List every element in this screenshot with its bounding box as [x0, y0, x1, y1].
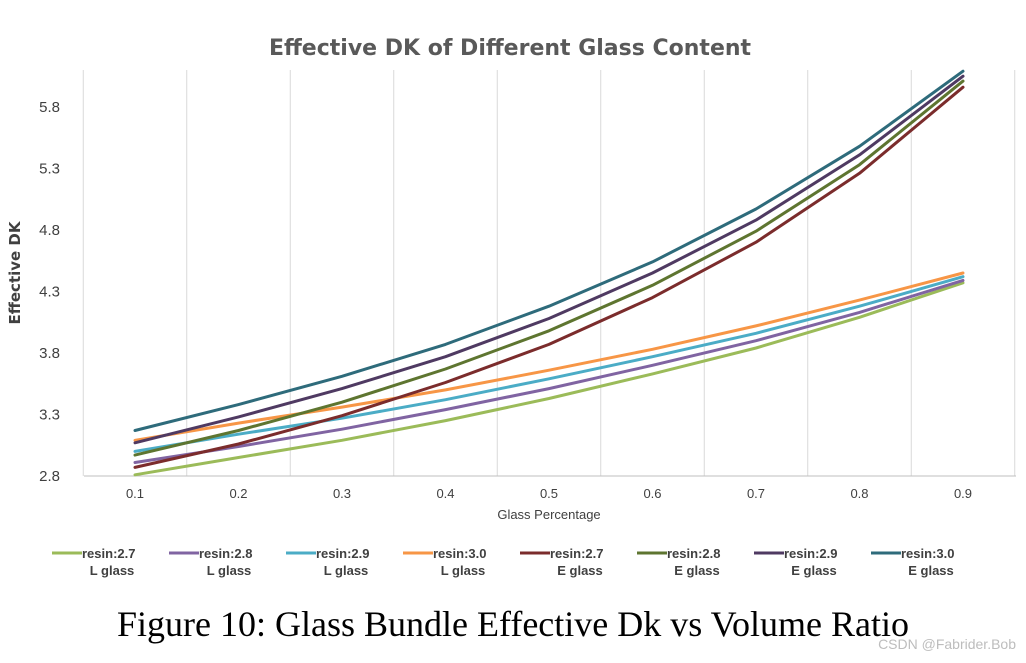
- legend-label: resin:2.7: [82, 546, 135, 561]
- legend: resin:2.7 L glass resin:2.8 L glass resin:2.…: [52, 546, 954, 578]
- series-line-4: [133, 85, 965, 469]
- y-tick-label: 4.8: [39, 222, 60, 239]
- series-line-7: [133, 69, 965, 432]
- watermark: CSDN @Fabrider.Bob: [878, 636, 1016, 652]
- x-tick-label: 0.9: [954, 486, 972, 501]
- series-line-1: [133, 278, 965, 464]
- series-line-0: [133, 281, 965, 477]
- legend-sublabel: L glass: [441, 563, 486, 578]
- legend-label: resin:2.9: [316, 546, 369, 561]
- y-tick-label: 5.8: [39, 99, 60, 116]
- series-line-3: [133, 271, 965, 442]
- x-tick-label: 0.4: [436, 486, 454, 501]
- figure-caption: Figure 10: Glass Bundle Effective Dk vs …: [117, 604, 909, 644]
- x-tick-label: 0.1: [126, 486, 144, 501]
- y-tick-label: 3.8: [39, 345, 60, 362]
- legend-sublabel: E glass: [791, 563, 837, 578]
- legend-label: resin:2.7: [550, 546, 603, 561]
- legend-sublabel: L glass: [90, 563, 135, 578]
- legend-sublabel: L glass: [324, 563, 369, 578]
- legend-label: resin:2.9: [784, 546, 837, 561]
- gridlines: [82, 70, 1016, 476]
- y-tick-label: 5.3: [39, 160, 60, 177]
- y-tick-label: 3.3: [39, 406, 60, 423]
- y-tick-label: 2.8: [39, 468, 60, 485]
- legend-label: resin:3.0: [901, 546, 954, 561]
- series-lines: [133, 69, 965, 477]
- legend-sublabel: L glass: [207, 563, 252, 578]
- legend-sublabel: E glass: [557, 563, 603, 578]
- legend-label: resin:3.0: [433, 546, 486, 561]
- legend-sublabel: E glass: [908, 563, 954, 578]
- x-tick-label: 0.2: [229, 486, 247, 501]
- legend-label: resin:2.8: [667, 546, 720, 561]
- x-tick-label: 0.5: [540, 486, 558, 501]
- line-chart: Effective DK of Different Glass Content …: [6, 36, 1016, 578]
- legend-sublabel: E glass: [674, 563, 720, 578]
- series-line-2: [133, 275, 965, 453]
- y-tick-label: 4.3: [39, 283, 60, 300]
- y-axis-label: Effective DK: [6, 220, 24, 324]
- chart-title: Effective DK of Different Glass Content: [269, 36, 752, 61]
- x-tick-label: 0.6: [643, 486, 661, 501]
- x-tick-label: 0.8: [850, 486, 868, 501]
- x-axis-label: Glass Percentage: [497, 507, 600, 522]
- x-tick-label: 0.3: [333, 486, 351, 501]
- x-axis-ticks: 0.1 0.2 0.3 0.4 0.5 0.6 0.7 0.8 0.9: [126, 486, 972, 501]
- legend-label: resin:2.8: [199, 546, 252, 561]
- series-line-6: [133, 74, 965, 445]
- series-line-5: [133, 79, 965, 457]
- x-tick-label: 0.7: [747, 486, 765, 501]
- y-axis-ticks: 2.8 3.3 3.8 4.3 4.8 5.3 5.8: [39, 99, 60, 485]
